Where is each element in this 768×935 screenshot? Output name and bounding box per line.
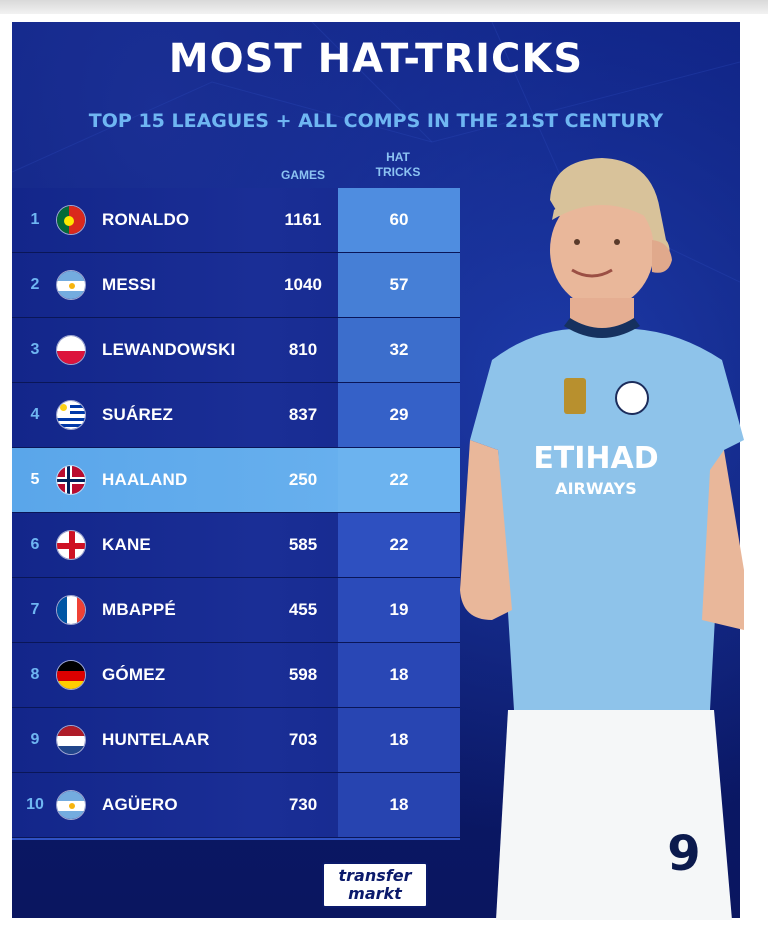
rank-number: 3 [30, 341, 40, 358]
player-photo: ETIHAD AIRWAYS 9 [460, 158, 744, 920]
rank-number: 6 [30, 536, 40, 553]
games-count: 730 [288, 795, 318, 814]
hat-tricks-count: 18 [338, 643, 460, 707]
player-name: LEWANDOWSKI [102, 340, 236, 359]
shirt-sponsor-sub: AIRWAYS [555, 479, 637, 498]
argentina-flag-icon [56, 790, 86, 820]
club-crest-icon [615, 381, 649, 415]
table-row: 8 GÓMEZ 598 18 [12, 643, 460, 708]
hat-tricks-count: 60 [338, 188, 460, 252]
rank-number: 7 [30, 601, 40, 618]
table-row: 7 MBAPPÉ 455 19 [12, 578, 460, 643]
hat-tricks-count: 29 [338, 383, 460, 447]
shorts-number: 9 [667, 826, 700, 882]
player-name: MBAPPÉ [102, 600, 176, 619]
games-count: 585 [288, 535, 318, 554]
table-row: 2 MESSI 1040 57 [12, 253, 460, 318]
rank-number: 5 [30, 471, 40, 488]
player-left-arm [460, 440, 512, 620]
rank-number: 9 [30, 731, 40, 748]
player-head [550, 192, 654, 308]
page-subtitle: TOP 15 LEAGUES + ALL COMPS IN THE 21ST C… [88, 110, 664, 132]
player-shorts [496, 710, 732, 920]
games-count: 810 [288, 340, 318, 359]
games-count: 703 [288, 730, 318, 749]
hat-tricks-count: 22 [338, 448, 460, 512]
france-flag-icon [56, 595, 86, 625]
table-row: 9 HUNTELAAR 703 18 [12, 708, 460, 773]
page-title: MOST HAT-TRICKS [168, 36, 584, 82]
hat-tricks-count: 18 [338, 708, 460, 772]
column-header-hat-line1: HAT [386, 150, 410, 164]
england-flag-icon [56, 530, 86, 560]
player-name: HUNTELAAR [102, 730, 210, 749]
ranking-table: 1 RONALDO 1161 60 2 MESSI 1040 57 3 LEWA… [12, 188, 460, 840]
rank-number: 4 [30, 406, 40, 423]
hat-tricks-count: 19 [338, 578, 460, 642]
logo-line2: markt [348, 884, 402, 903]
games-count: 1040 [284, 275, 322, 294]
uruguay-flag-icon [56, 400, 86, 430]
player-name: MESSI [102, 275, 156, 294]
norway-flag-icon [56, 465, 86, 495]
argentina-flag-icon [56, 270, 86, 300]
column-header-hat-line2: TRICKS [375, 165, 421, 179]
hat-tricks-count: 22 [338, 513, 460, 577]
table-row-highlighted: 5 HAALAND 250 22 [12, 448, 460, 513]
netherlands-flag-icon [56, 725, 86, 755]
table-row: 4 SUÁREZ 837 29 [12, 383, 460, 448]
hat-tricks-count: 32 [338, 318, 460, 382]
logo-line1: transfer [338, 866, 412, 885]
player-name: GÓMEZ [102, 665, 166, 684]
trophy-badge-icon [564, 378, 586, 414]
table-row: 1 RONALDO 1161 60 [12, 188, 460, 253]
portugal-flag-icon [56, 205, 86, 235]
column-header-games: GAMES [280, 168, 325, 182]
poland-flag-icon [56, 335, 86, 365]
rank-number: 10 [26, 796, 44, 813]
games-count: 250 [288, 470, 318, 489]
top-shadow-bar [0, 0, 768, 14]
table-row: 10 AGÜERO 730 18 [12, 773, 460, 838]
table-row: 3 LEWANDOWSKI 810 32 [12, 318, 460, 383]
rank-number: 1 [30, 211, 40, 228]
player-name: KANE [102, 535, 151, 554]
hat-tricks-count: 57 [338, 253, 460, 317]
games-count: 837 [288, 405, 318, 424]
player-name: RONALDO [102, 210, 190, 229]
player-name: AGÜERO [102, 795, 178, 814]
rank-number: 8 [30, 666, 40, 683]
shirt-sponsor: ETIHAD [533, 441, 658, 476]
player-name: SUÁREZ [102, 405, 174, 424]
transfermarkt-logo: transfer markt [322, 862, 428, 908]
column-header-hat-tricks: HAT TRICKS [352, 150, 444, 180]
table-row: 6 KANE 585 22 [12, 513, 460, 578]
hat-tricks-count: 18 [338, 773, 460, 837]
games-count: 455 [288, 600, 318, 619]
table-bottom-border [12, 838, 460, 840]
germany-flag-icon [56, 660, 86, 690]
games-count: 1161 [284, 210, 322, 229]
player-right-arm [702, 450, 744, 630]
player-name: HAALAND [102, 470, 188, 489]
rank-number: 2 [30, 276, 40, 293]
player-jersey [470, 328, 744, 710]
games-count: 598 [288, 665, 318, 684]
